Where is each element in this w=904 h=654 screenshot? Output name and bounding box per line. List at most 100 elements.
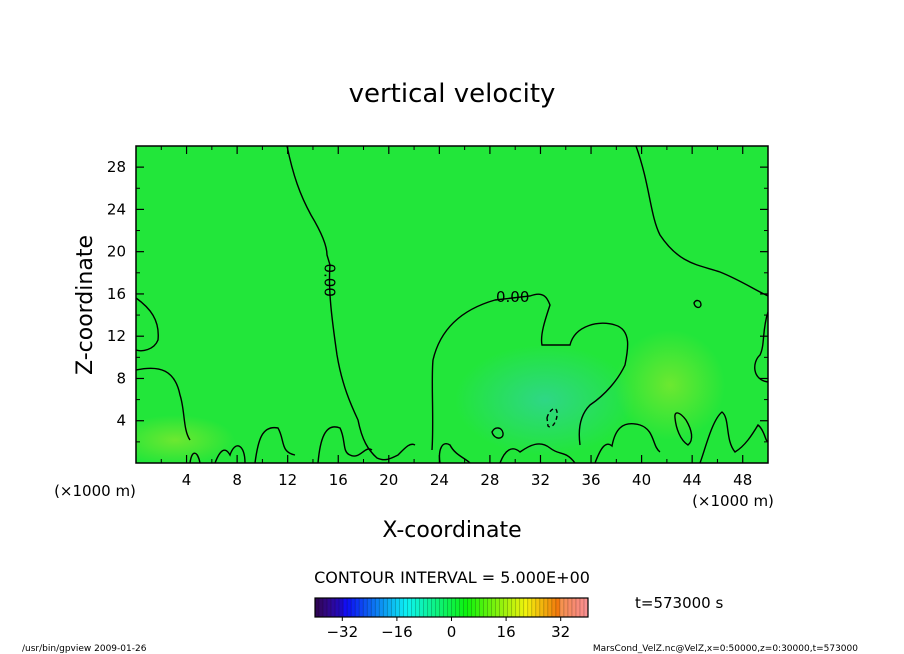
colorbar-cell — [319, 598, 324, 617]
colorbar-cell — [375, 598, 380, 617]
contour-line-left-lower — [136, 367, 191, 441]
colorbar-cell — [391, 598, 396, 617]
colorbar-cell — [335, 598, 340, 617]
contour-lines — [136, 146, 768, 463]
y-tick-label: 4 — [116, 412, 126, 430]
colorbar-cell — [575, 598, 581, 617]
colorbar-cell — [423, 598, 428, 617]
colorbar-cell — [487, 598, 492, 617]
colorbar-cell — [351, 598, 356, 617]
x-tick-label: 40 — [632, 471, 651, 489]
contour-line-top-right — [635, 146, 768, 297]
plot-area: 0.00 0.00 — [136, 146, 768, 463]
contour-line-main-right — [431, 293, 629, 451]
colorbar-cell — [455, 598, 460, 617]
contour-line-bottom-ripple — [189, 411, 768, 463]
colorbar-cell — [519, 598, 525, 617]
footer-left: /usr/bin/gpview 2009-01-26 — [22, 644, 147, 654]
colorbar-cell — [383, 598, 388, 617]
colorbar-cell — [403, 598, 408, 617]
colorbar-cell — [315, 598, 320, 617]
colorbar-cell — [567, 598, 573, 617]
footer-right: MarsCond_VelZ.nc@VelZ,x=0:50000,z=0:3000… — [593, 644, 858, 654]
contour-line-right-edge — [754, 311, 768, 383]
colorbar-cell — [347, 598, 352, 617]
colorbar-cell — [411, 598, 416, 617]
colorbar-cell — [471, 598, 476, 617]
contour-label: 0.00 — [320, 263, 338, 296]
contour-line-small-loop-2 — [693, 299, 702, 309]
x-tick-label: 28 — [480, 471, 499, 489]
colorbar-cell — [439, 598, 444, 617]
x-tick-label: 48 — [733, 471, 752, 489]
colorbar-cell — [475, 598, 480, 617]
x-tick-label: 20 — [379, 471, 398, 489]
colorbar-cell — [583, 598, 589, 617]
colorbar-cell — [427, 598, 432, 617]
colorbar-cell — [491, 598, 496, 617]
x-tick-label: 44 — [683, 471, 702, 489]
field-shade-right — [615, 330, 725, 440]
colorbar-cell — [503, 598, 509, 617]
x-tick-label: 16 — [329, 471, 348, 489]
colorbar-cell — [419, 598, 424, 617]
colorbar-cell — [395, 598, 400, 617]
y-tick-label: 12 — [107, 327, 126, 345]
x-tick-label: 4 — [182, 471, 192, 489]
colorbar-cell — [467, 598, 472, 617]
time-label: t=573000 s — [635, 594, 723, 612]
x-tick-label: 32 — [531, 471, 550, 489]
x-axis-unit-right: (×1000 m) — [692, 492, 774, 510]
y-axis: 4 8 12 16 20 24 28 — [107, 158, 768, 443]
field-shade-left — [136, 415, 235, 463]
colorbar — [314, 598, 589, 617]
colorbar-cell — [443, 598, 448, 617]
y-tick-label: 24 — [107, 200, 126, 218]
colorbar-cell — [463, 598, 468, 617]
contour-line-small-loop-1 — [491, 427, 504, 439]
contour-line-closed-right — [674, 412, 693, 446]
colorbar-cell — [495, 598, 500, 617]
colorbar-tick-label: −32 — [326, 623, 358, 641]
colorbar-cell — [355, 598, 360, 617]
colorbar-cell — [535, 598, 541, 617]
colorbar-cell — [555, 598, 561, 617]
colorbar-cell — [451, 598, 456, 617]
x-tick-label: 8 — [232, 471, 242, 489]
x-tick-label: 12 — [278, 471, 297, 489]
y-tick-label: 8 — [116, 369, 126, 387]
colorbar-cell — [343, 598, 348, 617]
colorbar-cell — [499, 598, 504, 617]
colorbar-cell — [507, 598, 513, 617]
colorbar-cell — [483, 598, 488, 617]
colorbar-cell — [415, 598, 420, 617]
colorbar-tick-label: −16 — [381, 623, 413, 641]
field-shade-center — [455, 345, 635, 455]
colorbar-cell — [435, 598, 440, 617]
y-tick-label: 16 — [107, 285, 126, 303]
colorbar-cell — [359, 598, 364, 617]
colorbar-cell — [407, 598, 412, 617]
colorbar-tick-label: 0 — [447, 623, 457, 641]
colorbar-cell — [523, 598, 529, 617]
colorbar-cell — [551, 598, 557, 617]
x-axis-label: X-coordinate — [382, 518, 521, 543]
contour-line-left-edge — [136, 297, 159, 352]
colorbar-cell — [527, 598, 533, 617]
colorbar-tick-label: 32 — [551, 623, 570, 641]
colorbar-cell — [327, 598, 332, 617]
colorbar-cell — [563, 598, 569, 617]
colorbar-cell — [331, 598, 336, 617]
colorbar-cell — [479, 598, 484, 617]
colorbar-cell — [511, 598, 517, 617]
contour-line-main-left — [286, 146, 416, 461]
x-tick-label: 24 — [430, 471, 449, 489]
colorbar-cell — [579, 598, 585, 617]
colorbar-cell — [363, 598, 368, 617]
colorbar-cell — [367, 598, 372, 617]
y-axis-label: Z-coordinate — [73, 235, 98, 375]
colorbar-cell — [339, 598, 344, 617]
colorbar-cell — [531, 598, 537, 617]
colorbar-cell — [387, 598, 392, 617]
chart-title: vertical velocity — [349, 79, 556, 109]
